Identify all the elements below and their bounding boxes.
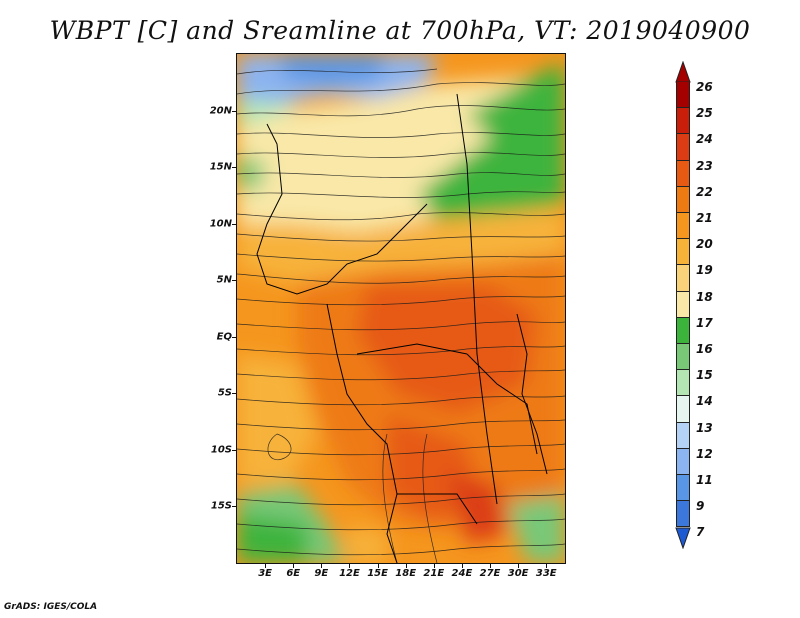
lon-tick: [377, 563, 379, 568]
lon-tick: [518, 563, 520, 568]
colorbar-level-label: 21: [696, 211, 713, 225]
lat-label: 10N: [209, 218, 232, 230]
colorbar-level-label: 16: [696, 342, 713, 356]
map-title: WBPT [C] and Sreamline at 700hPa, VT: 20…: [49, 16, 751, 45]
colorbar-level-label: 11: [696, 473, 713, 487]
lon-label: 6E: [286, 568, 301, 579]
lat-label: 15N: [209, 161, 232, 173]
colorbar-level-label: 20: [696, 237, 713, 252]
colorbar-cell: [676, 448, 690, 475]
colorbar-level-label: 17: [696, 315, 713, 330]
colorbar-cell: [676, 501, 690, 528]
colorbar-level-label: 7: [696, 525, 705, 540]
lat-tick: [232, 280, 237, 282]
colorbar-cell: [676, 108, 690, 135]
lat-tick: [232, 336, 237, 338]
colorbar-level-label: 24: [696, 132, 713, 147]
map-panel: [236, 53, 566, 564]
lon-label: 21E: [423, 568, 445, 579]
colorbar-level-label: 13: [696, 420, 713, 435]
lon-label: 9E: [314, 568, 329, 579]
lat-tick: [232, 506, 237, 508]
colorbar-min-arrow: [675, 527, 691, 550]
lat-label: 15S: [210, 500, 232, 512]
lon-tick: [490, 563, 492, 568]
lat-tick: [232, 110, 237, 112]
colorbar-cell: [676, 160, 690, 187]
lon-label: 27E: [479, 568, 501, 579]
colorbar-cell: [676, 82, 690, 109]
colorbar-cell: [676, 422, 690, 449]
lon-tick: [433, 563, 435, 568]
colorbar-cell: [676, 291, 690, 318]
grads-credit: GrADS: IGES/COLA: [4, 602, 98, 612]
colorbar-cell: [676, 370, 690, 397]
lat-tick: [232, 223, 237, 225]
colorbar-max-arrow: [675, 61, 691, 83]
colorbar-level-label: 18: [696, 289, 713, 304]
lon-label: 30E: [507, 568, 529, 579]
colorbar-level-label: 14: [696, 394, 713, 409]
colorbar-cell: [676, 344, 690, 371]
lon-tick: [293, 563, 295, 568]
lat-label: 20N: [209, 105, 232, 117]
lat-label: 5S: [217, 387, 232, 399]
lon-tick: [265, 563, 267, 568]
lon-tick: [461, 563, 463, 568]
colorbar-level-label: 26: [696, 80, 713, 94]
lon-tick: [321, 563, 323, 568]
colorbar-cell: [676, 475, 690, 502]
colorbar-cell: [676, 265, 690, 292]
colorbar-level-label: 9: [696, 499, 705, 514]
colorbar-level-label: 25: [696, 106, 713, 121]
lon-label: 12E: [339, 568, 360, 579]
lat-label: 10S: [210, 444, 232, 456]
lon-tick: [546, 563, 548, 568]
lat-tick: [232, 393, 237, 395]
lon-tick: [349, 563, 351, 568]
colorbar-cell: [676, 396, 690, 423]
colorbar-level-label: 22: [696, 184, 713, 199]
lon-label: 24E: [451, 568, 473, 579]
colorbar-cell: [676, 213, 690, 240]
colorbar-level-label: 15: [696, 368, 713, 383]
lat-tick: [232, 167, 237, 169]
colorbar-level-label: 19: [696, 263, 713, 278]
lon-label: 18E: [395, 568, 417, 579]
lat-label: 5N: [216, 274, 232, 286]
colorbar-cell: [676, 239, 690, 266]
colorbar-cell: [676, 134, 690, 161]
lat-tick: [232, 449, 237, 451]
lon-label: 33E: [535, 568, 557, 579]
colorbar-level-label: 12: [696, 446, 713, 461]
colorbar-cell: [676, 317, 690, 344]
lon-label: 15E: [367, 568, 388, 579]
lat-label: EQ: [216, 331, 232, 343]
lon-label: 3E: [258, 568, 273, 579]
colorbar-level-label: 23: [696, 158, 713, 173]
lon-tick: [405, 563, 407, 568]
wbpt-field: [237, 54, 565, 563]
colorbar-cell: [676, 186, 690, 213]
